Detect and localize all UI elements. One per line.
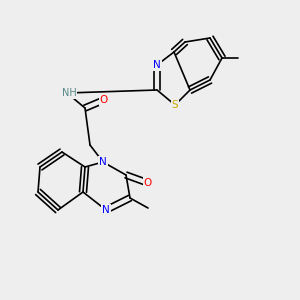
Text: N: N — [153, 60, 161, 70]
Text: N: N — [99, 157, 107, 167]
Text: S: S — [172, 100, 178, 110]
Text: O: O — [100, 95, 108, 105]
Text: O: O — [144, 178, 152, 188]
Text: NH: NH — [61, 88, 76, 98]
Text: N: N — [102, 205, 110, 215]
